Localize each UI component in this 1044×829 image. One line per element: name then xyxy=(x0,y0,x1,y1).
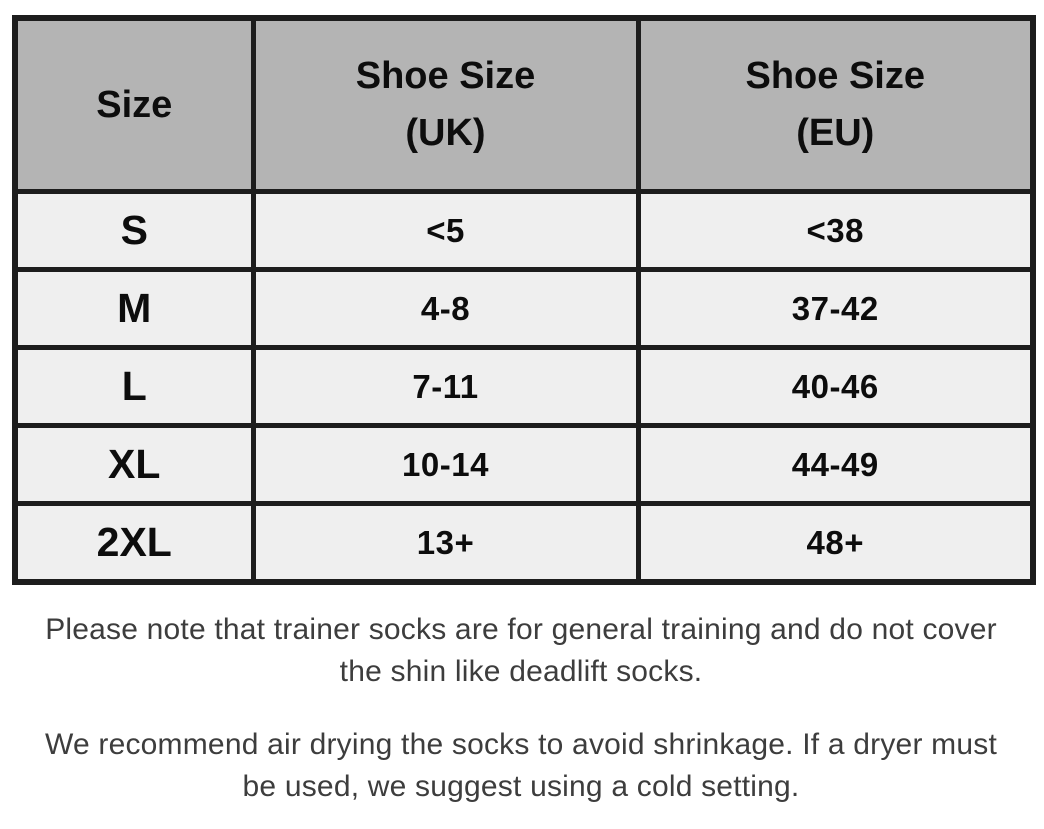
eu-cell: 40-46 xyxy=(635,345,1036,428)
notes-section: Please note that trainer socks are for g… xyxy=(12,609,1030,808)
header-eu-label: Shoe Size xyxy=(745,55,926,97)
table-row-l: L 7-11 40-46 xyxy=(12,345,1036,428)
uk-cell: <5 xyxy=(250,189,641,272)
eu-cell: <38 xyxy=(635,189,1036,272)
header-size: Size xyxy=(12,15,256,194)
note-care-instructions: We recommend air drying the socks to avo… xyxy=(45,728,997,803)
size-chart-page: Size Shoe Size (UK) Shoe Size (EU) S <5 … xyxy=(12,15,1036,808)
uk-cell: 10-14 xyxy=(250,423,641,506)
header-shoe-size-uk: Shoe Size (UK) xyxy=(250,15,641,194)
eu-cell: 37-42 xyxy=(635,267,1036,350)
header-shoe-size-eu: Shoe Size (EU) xyxy=(635,15,1036,194)
size-cell: 2XL xyxy=(12,501,256,585)
header-row: Size Shoe Size (UK) Shoe Size (EU) xyxy=(12,15,1036,194)
size-cell: S xyxy=(12,189,256,272)
table-row-xl: XL 10-14 44-49 xyxy=(12,423,1036,506)
size-cell: M xyxy=(12,267,256,350)
uk-cell: 4-8 xyxy=(250,267,641,350)
header-uk-region: (UK) xyxy=(405,112,486,154)
table-row-2xl: 2XL 13+ 48+ xyxy=(12,501,1036,585)
table-row-s: S <5 <38 xyxy=(12,189,1036,272)
size-chart-table: Size Shoe Size (UK) Shoe Size (EU) S <5 … xyxy=(12,15,1036,585)
table-row-m: M 4-8 37-42 xyxy=(12,267,1036,350)
header-eu-region: (EU) xyxy=(796,112,875,154)
note-trainer-socks: Please note that trainer socks are for g… xyxy=(45,613,997,688)
eu-cell: 48+ xyxy=(635,501,1036,585)
header-size-label: Size xyxy=(96,83,173,126)
uk-cell: 7-11 xyxy=(250,345,641,428)
header-uk-label: Shoe Size xyxy=(355,55,536,97)
eu-cell: 44-49 xyxy=(635,423,1036,506)
uk-cell: 13+ xyxy=(250,501,641,585)
size-cell: L xyxy=(12,345,256,428)
size-cell: XL xyxy=(12,423,256,506)
